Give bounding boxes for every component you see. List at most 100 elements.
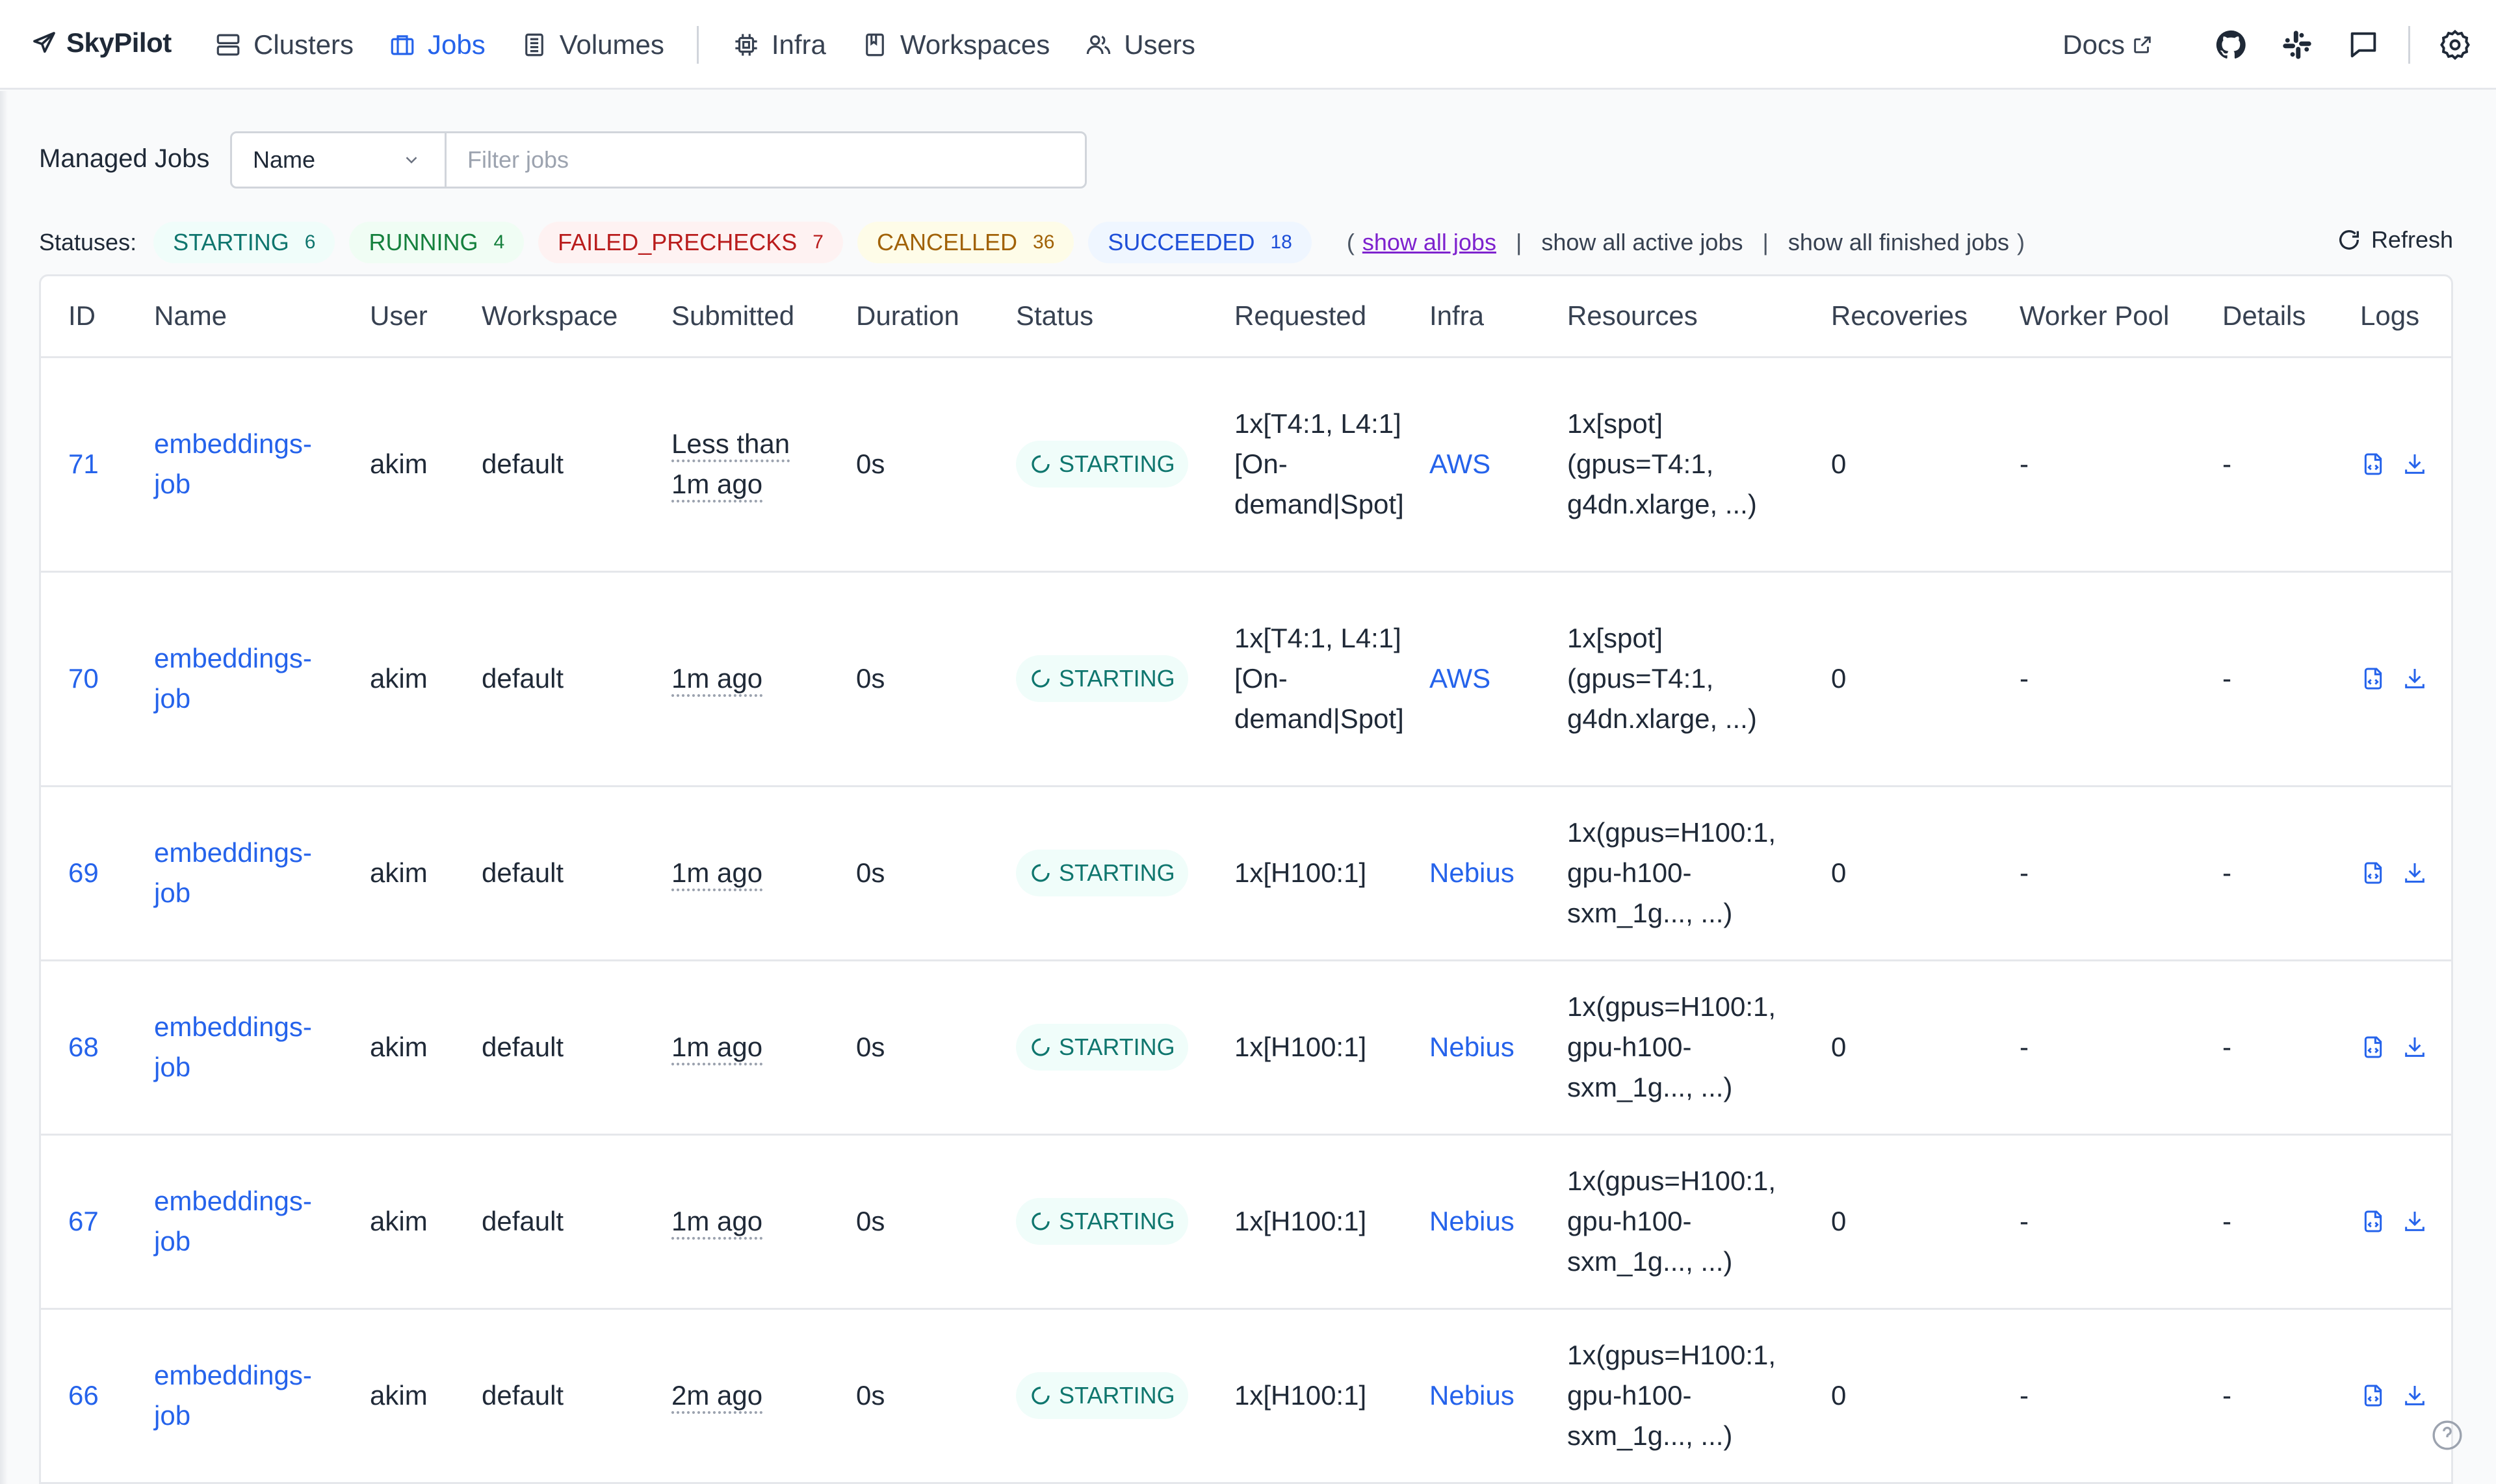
col-details[interactable]: Details	[2195, 276, 2333, 358]
col-status[interactable]: Status	[989, 276, 1207, 358]
nav-jobs[interactable]: Jobs	[389, 29, 486, 60]
slack-icon[interactable]	[2276, 23, 2319, 66]
col-id[interactable]: ID	[41, 276, 127, 358]
status-pill-name: SUCCEEDED	[1108, 229, 1255, 255]
status-pill-cancelled[interactable]: CANCELLED 36	[857, 222, 1074, 263]
job-id-link[interactable]: 71	[68, 449, 99, 479]
view-logs-icon[interactable]	[2360, 1383, 2386, 1409]
refresh-icon	[2339, 230, 2359, 250]
job-submitted: Less than 1m ago	[671, 428, 790, 499]
table-row: 68 embeddings-job akim default 1m ago 0s START…	[41, 960, 2451, 1136]
view-logs-icon[interactable]	[2360, 1208, 2386, 1234]
job-infra-link[interactable]: Nebius	[1429, 1032, 1514, 1062]
job-resources: 1x(gpus=H100:1, gpu-h100-sxm_1g..., ...)	[1540, 1308, 1804, 1484]
job-user: akim	[343, 786, 454, 961]
main-nav: Clusters Jobs Volumes Infra Workspaces U…	[214, 25, 1230, 65]
status-pill-name: FAILED_PRECHECKS	[558, 229, 798, 255]
show-finished-jobs-link[interactable]: show all finished jobs	[1788, 229, 2010, 255]
job-name-link[interactable]: embeddings-job	[154, 1011, 312, 1082]
job-status-badge: STARTING	[1016, 1024, 1188, 1071]
jobs-table: ID Name User Workspace Submitted Duratio…	[39, 274, 2453, 1484]
job-id-link[interactable]: 70	[68, 663, 99, 694]
github-icon[interactable]	[2209, 23, 2252, 66]
nav-workspaces[interactable]: Workspaces	[861, 29, 1050, 60]
status-pill-name: RUNNING	[369, 229, 478, 255]
job-worker-pool: -	[1992, 357, 2195, 573]
col-recoveries[interactable]: Recoveries	[1804, 276, 1992, 358]
job-name-link[interactable]: embeddings-job	[154, 1360, 312, 1431]
spinner-icon	[1032, 455, 1050, 473]
gear-icon[interactable]	[2434, 23, 2476, 66]
job-id-link[interactable]: 67	[68, 1206, 99, 1236]
download-icon[interactable]	[2402, 1034, 2428, 1060]
table-row: 66 embeddings-job akim default 2m ago 0s START…	[41, 1308, 2451, 1484]
view-logs-icon[interactable]	[2360, 451, 2386, 477]
nav-users[interactable]: Users	[1085, 29, 1195, 60]
job-infra-link[interactable]: Nebius	[1429, 857, 1514, 888]
col-duration[interactable]: Duration	[829, 276, 989, 358]
job-log-actions	[2360, 1208, 2451, 1234]
job-submitted: 1m ago	[671, 857, 763, 888]
nav-workspaces-label: Workspaces	[900, 29, 1050, 60]
job-user: akim	[343, 960, 454, 1136]
col-resources[interactable]: Resources	[1540, 276, 1804, 358]
job-infra-link[interactable]: Nebius	[1429, 1206, 1514, 1236]
message-icon[interactable]	[2342, 23, 2385, 66]
job-infra-link[interactable]: Nebius	[1429, 1380, 1514, 1411]
job-id-link[interactable]: 66	[68, 1380, 99, 1411]
job-resources: 1x(gpus=H100:1, gpu-h100-sxm_1g..., ...)	[1540, 1134, 1804, 1310]
job-name-link[interactable]: embeddings-job	[154, 837, 312, 908]
view-logs-icon[interactable]	[2360, 1034, 2386, 1060]
table-header-row: ID Name User Workspace Submitted Duratio…	[41, 276, 2451, 358]
job-infra-link[interactable]: AWS	[1429, 663, 1491, 694]
col-workspace[interactable]: Workspace	[454, 276, 644, 358]
docs-link[interactable]: Docs	[2062, 29, 2153, 60]
col-submitted[interactable]: Submitted	[644, 276, 829, 358]
job-name-link[interactable]: embeddings-job	[154, 643, 312, 714]
filter-field-select[interactable]: Name	[232, 133, 447, 187]
help-icon[interactable]	[2431, 1419, 2464, 1451]
nav-volumes[interactable]: Volumes	[521, 29, 664, 60]
download-icon[interactable]	[2402, 1208, 2428, 1234]
job-recoveries: 0	[1804, 786, 1992, 961]
job-duration: 0s	[829, 1308, 989, 1484]
download-icon[interactable]	[2402, 451, 2428, 477]
job-status-badge: STARTING	[1016, 1198, 1188, 1245]
job-id-link[interactable]: 69	[68, 857, 99, 888]
job-name-link[interactable]: embeddings-job	[154, 1186, 312, 1256]
left-edge-shadow	[0, 91, 8, 1484]
view-logs-icon[interactable]	[2360, 666, 2386, 692]
col-infra[interactable]: Infra	[1402, 276, 1540, 358]
status-filter-row: Statuses: STARTING 6 RUNNING 4 FAILED_PR…	[39, 221, 2033, 264]
status-pill-starting[interactable]: STARTING 6	[153, 222, 335, 263]
refresh-button[interactable]: Refresh	[2336, 226, 2453, 254]
nav-clusters[interactable]: Clusters	[214, 29, 354, 60]
download-icon[interactable]	[2402, 860, 2428, 886]
server-icon	[216, 34, 240, 56]
job-worker-pool: -	[1992, 960, 2195, 1136]
col-worker-pool[interactable]: Worker Pool	[1992, 276, 2195, 358]
job-infra-link[interactable]: AWS	[1429, 449, 1491, 479]
col-requested[interactable]: Requested	[1207, 276, 1402, 358]
job-user: akim	[343, 1134, 454, 1310]
table-row: 71 embeddings-job akim default Less than 1m …	[41, 357, 2451, 573]
table-row: 70 embeddings-job akim default 1m ago 0s START…	[41, 571, 2451, 787]
nav-right-group: Docs	[2062, 23, 2476, 66]
job-id-link[interactable]: 68	[68, 1032, 99, 1062]
filter-jobs-input[interactable]: Filter jobs	[467, 146, 569, 173]
col-name[interactable]: Name	[127, 276, 343, 358]
status-pill-failed-prechecks[interactable]: FAILED_PRECHECKS 7	[538, 222, 843, 263]
status-pill-running[interactable]: RUNNING 4	[349, 222, 525, 263]
job-details: -	[2195, 960, 2333, 1136]
nav-infra[interactable]: Infra	[733, 29, 826, 60]
show-active-jobs-link[interactable]: show all active jobs	[1541, 229, 1743, 255]
view-logs-icon[interactable]	[2360, 860, 2386, 886]
download-icon[interactable]	[2402, 666, 2428, 692]
download-icon[interactable]	[2402, 1383, 2428, 1409]
job-name-link[interactable]: embeddings-job	[154, 428, 312, 499]
col-user[interactable]: User	[343, 276, 454, 358]
top-navbar: SkyPilot Clusters Jobs Volumes Infra Wor…	[0, 0, 2496, 90]
brand-logo[interactable]: SkyPilot	[31, 27, 172, 59]
show-all-jobs-link[interactable]: show all jobs	[1362, 229, 1496, 255]
status-pill-succeeded[interactable]: SUCCEEDED 18	[1088, 222, 1312, 263]
